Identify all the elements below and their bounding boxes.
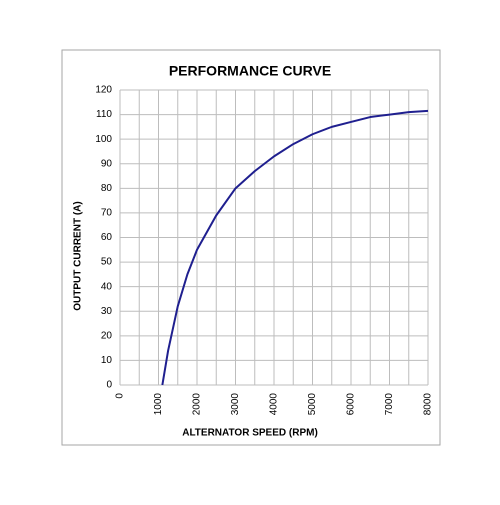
y-tick-label: 70 [101,208,113,219]
y-tick-label: 120 [95,85,112,96]
y-tick-label: 10 [101,355,113,366]
x-tick-label: 4000 [269,393,280,416]
x-tick-label: 1000 [153,393,164,416]
x-tick-label: 3000 [230,393,241,416]
x-tick-label: 7000 [384,393,395,416]
y-tick-label: 0 [106,380,112,391]
y-tick-label: 30 [101,306,113,317]
x-tick-label: 2000 [192,393,203,416]
x-tick-label: 5000 [307,393,318,416]
data-line [161,109,429,386]
y-tick-label: 40 [101,281,113,292]
chart-title: PERFORMANCE CURVE [169,63,331,79]
y-tick-label: 80 [101,183,113,194]
x-tick-label: 0 [115,393,126,399]
y-tick-label: 90 [101,158,113,169]
y-axis-label: OUTPUT CURRENT (A) [73,201,84,310]
y-tick-label: 60 [101,232,113,243]
x-tick-label: 6000 [346,393,357,416]
y-tick-label: 20 [101,330,113,341]
x-axis-label: ALTERNATOR SPEED (RPM) [182,428,318,439]
x-tick-label: 8000 [423,393,434,416]
y-tick-label: 50 [101,257,113,268]
y-tick-label: 110 [96,109,112,120]
y-tick-label: 100 [95,134,112,145]
chart-frame [61,49,441,446]
